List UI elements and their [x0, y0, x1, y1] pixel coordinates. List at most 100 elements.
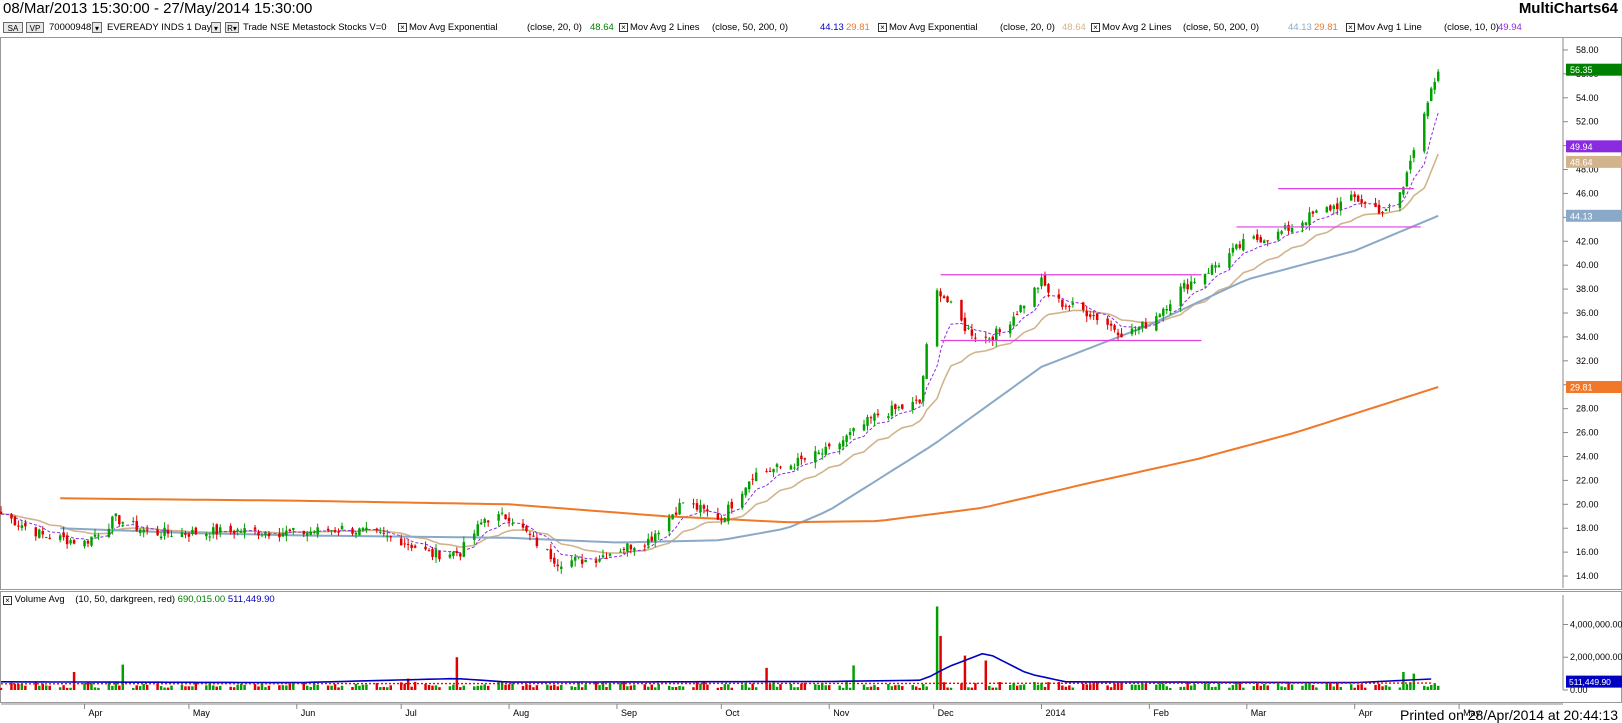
- candle-body: [358, 528, 361, 536]
- candle-body: [187, 533, 191, 537]
- candle-body: [995, 328, 998, 342]
- candle-body: [208, 536, 212, 538]
- candle-body: [720, 519, 723, 521]
- candle-body: [800, 455, 803, 460]
- volume-close-icon[interactable]: ×: [3, 596, 12, 605]
- candle-body: [556, 564, 560, 567]
- candle-body: [730, 501, 734, 509]
- title-bar: 08/Mar/2013 15:30:00 - 27/May/2014 15:30…: [0, 0, 1622, 20]
- indicator5-params: (close, 10, 0): [1444, 22, 1499, 33]
- indicator4-name: Mov Avg 2 Lines: [1102, 22, 1172, 33]
- candle-body: [386, 535, 389, 537]
- indicator4-params: (close, 50, 200, 0): [1183, 22, 1260, 33]
- volume-bar: [869, 686, 873, 690]
- volume-tick-label: 2,000,000.00: [1570, 652, 1622, 662]
- volume-bar: [511, 683, 514, 690]
- volume-bar: [695, 682, 699, 690]
- volume-bar: [1130, 684, 1134, 690]
- candle-body: [455, 551, 459, 554]
- candle-body: [1210, 265, 1214, 275]
- volume-bar: [316, 684, 319, 690]
- volume-bar: [1301, 685, 1304, 690]
- candle-body: [897, 407, 901, 409]
- volume-bar: [399, 682, 403, 690]
- candle-body: [796, 457, 800, 467]
- candle-body: [309, 531, 312, 535]
- volume-bar: [1304, 683, 1308, 690]
- volume-bar: [292, 681, 295, 690]
- candle-body: [1262, 240, 1266, 244]
- volume-bar: [653, 687, 657, 690]
- candle-body: [1436, 71, 1440, 81]
- volume-bar: [253, 684, 257, 690]
- candle-body: [998, 329, 1001, 332]
- candle-body: [424, 546, 427, 550]
- volume-bar: [278, 685, 281, 690]
- volume-bar: [960, 683, 963, 690]
- candle-body: [257, 532, 260, 536]
- indicator2-close-icon[interactable]: ×: [619, 23, 628, 32]
- candle-body: [1061, 299, 1064, 307]
- volume-bar: [1238, 683, 1242, 690]
- candle-body: [793, 467, 796, 469]
- volume-bar: [521, 686, 525, 690]
- candle-body: [1252, 236, 1256, 239]
- volume-bar: [911, 685, 914, 690]
- candle-body: [218, 527, 222, 533]
- volume-bar: [793, 687, 796, 690]
- candle-body: [1008, 324, 1012, 334]
- indicator3-close-icon[interactable]: ×: [878, 23, 887, 32]
- candle-body: [1231, 247, 1235, 253]
- sa-button[interactable]: SA: [3, 22, 23, 33]
- volume-bar: [580, 687, 584, 690]
- r-dropdown-icon[interactable]: R▾: [225, 22, 239, 33]
- candle-body: [229, 525, 232, 532]
- candle-body: [504, 514, 507, 520]
- price-tick-label: 28.00: [1576, 404, 1599, 414]
- volume-tick-label: 4,000,000.00: [1570, 619, 1622, 629]
- price-tick-label: 40.00: [1576, 260, 1599, 270]
- candle-body: [142, 529, 145, 533]
- candle-body: [946, 296, 949, 303]
- candle-body: [1144, 322, 1148, 329]
- candle-body: [960, 299, 963, 321]
- volume-bar: [1339, 686, 1343, 690]
- resolution-dropdown-icon[interactable]: ▾: [211, 22, 221, 33]
- volume-bar: [379, 687, 382, 690]
- volume-bar: [452, 684, 455, 690]
- candle-body: [448, 554, 452, 558]
- moving-average-lines: [0, 112, 1439, 560]
- vp-button[interactable]: VP: [26, 22, 44, 33]
- indicator1-close-icon[interactable]: ×: [398, 23, 407, 32]
- indicator2-value-a: 44.13: [820, 22, 844, 33]
- candle-body: [462, 542, 466, 557]
- volume-bar: [800, 683, 803, 690]
- candle-body: [824, 446, 827, 455]
- volume-bar: [1182, 686, 1186, 690]
- candle-body: [803, 458, 807, 460]
- candle-body: [1325, 207, 1329, 213]
- candle-body: [598, 558, 601, 562]
- volume-bar: [72, 671, 76, 690]
- symbol-dropdown-icon[interactable]: ▾: [92, 22, 102, 33]
- volume-bar: [998, 682, 1001, 690]
- price-tick-label: 38.00: [1576, 284, 1599, 294]
- candle-body: [1280, 231, 1283, 234]
- volume-bar: [97, 687, 100, 690]
- volume-bar: [817, 684, 821, 690]
- volume-bar: [1423, 685, 1426, 690]
- volume-bar: [1179, 686, 1182, 690]
- indicator4-close-icon[interactable]: ×: [1091, 23, 1100, 32]
- indicator5-close-icon[interactable]: ×: [1346, 23, 1355, 32]
- indicator1-params: (close, 20, 0): [527, 22, 582, 33]
- candle-body: [288, 529, 292, 532]
- candle-body: [194, 527, 198, 535]
- time-tick-label: Apr: [1359, 708, 1373, 718]
- candle-body: [1398, 192, 1402, 208]
- volume-bar: [354, 683, 358, 690]
- volume-bar: [848, 687, 852, 690]
- candle-body: [10, 514, 13, 519]
- volume-bar: [901, 686, 904, 690]
- volume-bar: [1311, 684, 1315, 690]
